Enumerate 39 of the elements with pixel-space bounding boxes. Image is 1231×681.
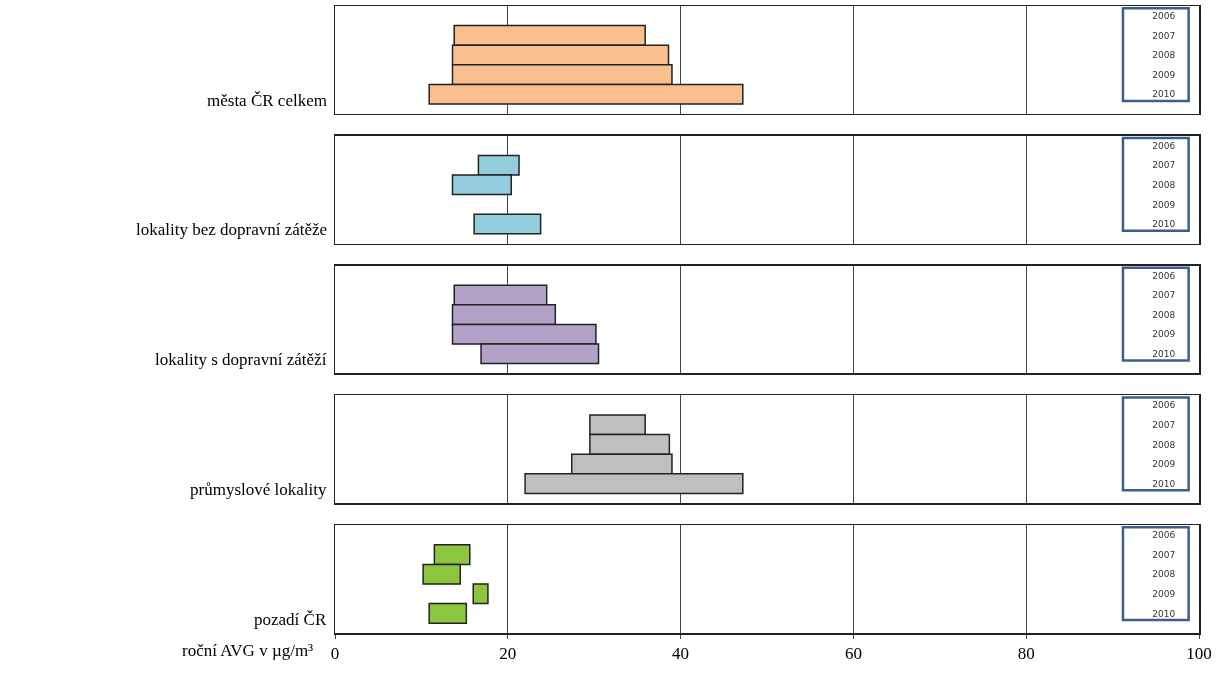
y-tick-label: 2010: [1152, 219, 1176, 230]
y-axis-title: průmyslové lokality: [190, 480, 327, 499]
y-tick-label: 2010: [1152, 608, 1176, 619]
x-tick-label: 0: [330, 643, 340, 663]
y-tick-label: 2007: [1152, 30, 1176, 41]
y-tick-label: 2010: [1152, 89, 1176, 100]
y-tick-label: 2008: [1152, 309, 1176, 320]
y-tick-label: 2007: [1152, 290, 1176, 301]
x-tick-label: 60: [844, 643, 862, 663]
x-axis-title: roční AVG v µg/m³: [182, 641, 314, 660]
x-tick-label: 100: [1186, 643, 1212, 663]
y-tick-label: 2006: [1152, 270, 1176, 281]
y-tick-label: 2008: [1152, 50, 1176, 61]
y-tick-label: 2008: [1152, 569, 1176, 580]
y-axis-title: lokality s dopravní zátěží: [155, 350, 327, 369]
bar: [428, 602, 468, 624]
y-tick-label: 2008: [1152, 439, 1176, 450]
y-tick-label: 2009: [1152, 329, 1176, 340]
y-tick-label: 2009: [1152, 199, 1176, 210]
y-axis-title: města ČR celkem: [207, 91, 327, 110]
y-tick-label: 2010: [1152, 478, 1176, 489]
y-axis-title: pozadí ČR: [254, 610, 327, 629]
y-tick-label: 2006: [1152, 140, 1176, 151]
y-tick-label: 2006: [1152, 400, 1176, 411]
y-tick-label: 2007: [1152, 160, 1176, 171]
y-axis-title: lokality bez dopravní zátěže: [136, 220, 328, 239]
y-tick-label: 2006: [1152, 10, 1176, 21]
x-tick-label: 20: [499, 643, 517, 663]
x-tick-label: 40: [672, 643, 690, 663]
y-tick-label: 2006: [1152, 530, 1176, 541]
y-tick-label: 2008: [1152, 179, 1176, 190]
y-tick-label: 2009: [1152, 69, 1176, 80]
y-tick-label: 2007: [1152, 549, 1176, 560]
y-tick-label: 2009: [1152, 459, 1176, 470]
y-tick-label: 2010: [1152, 348, 1176, 359]
bar: [472, 583, 489, 605]
x-tick-label: 80: [1017, 643, 1035, 663]
y-tick-label: 2007: [1152, 419, 1176, 430]
y-tick-label: 2009: [1152, 588, 1176, 599]
